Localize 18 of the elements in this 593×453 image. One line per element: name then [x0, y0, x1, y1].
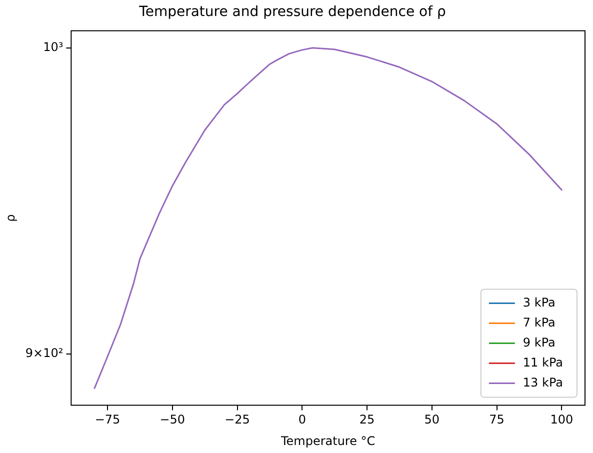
y-axis-title: ρ: [3, 214, 18, 222]
x-tick-label: 25: [359, 412, 375, 427]
legend-label: 3 kPa: [522, 295, 556, 310]
legend-label: 9 kPa: [522, 335, 556, 350]
y-tick-label: 10³: [43, 40, 64, 54]
x-tick-label: −25: [224, 412, 250, 427]
chart-title: Temperature and pressure dependence of ρ: [138, 4, 446, 20]
x-tick-label: −75: [94, 412, 120, 427]
legend-label: 11 kPa: [522, 355, 564, 370]
x-axis-title: Temperature °C: [280, 434, 376, 448]
legend-label: 7 kPa: [522, 315, 556, 330]
legend-label: 13 kPa: [522, 375, 564, 390]
x-tick-label: 0: [298, 412, 306, 427]
x-tick-label: 100: [550, 412, 574, 427]
x-tick-label: −50: [160, 412, 186, 427]
y-tick-label: 9×10²: [25, 346, 64, 360]
x-tick-label: 50: [424, 412, 440, 427]
x-tick-label: 75: [489, 412, 504, 427]
